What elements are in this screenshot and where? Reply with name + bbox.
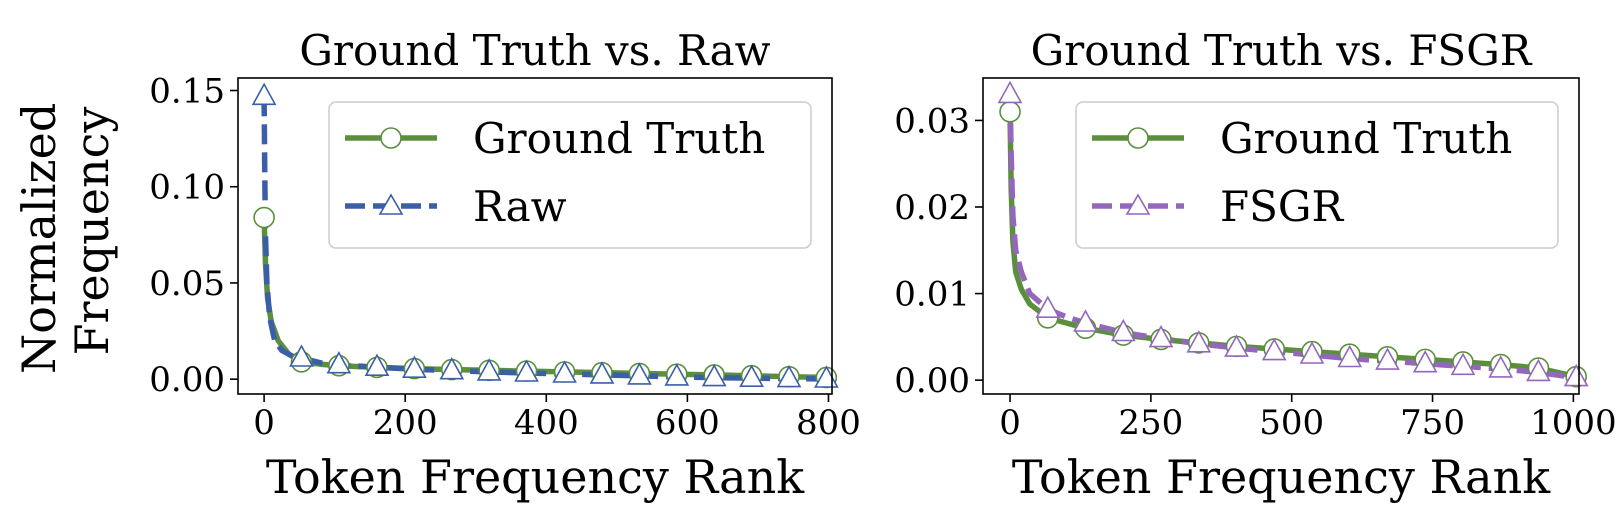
- data-point-ground-truth: [999, 100, 1021, 123]
- legend-label-ground-truth: Ground Truth: [473, 114, 765, 163]
- legend-marker-ground-truth: [380, 127, 402, 149]
- data-point-raw: [326, 351, 352, 374]
- data-point-fsgr: [1450, 352, 1476, 376]
- x-tick-label: 0: [253, 403, 275, 443]
- data-point-fsgr: [1073, 309, 1098, 332]
- series-line-fsgr: [1007, 94, 1577, 381]
- data-point-ground-truth: [253, 206, 275, 229]
- y-axis: 0.00 0.05 0.10 0.15: [149, 72, 238, 400]
- x-tick-label: 750: [1400, 403, 1465, 443]
- plot-frame: [237, 77, 833, 395]
- y-tick-label: 0.03: [894, 101, 970, 141]
- y-tick-label: 0.02: [894, 188, 970, 228]
- data-point-raw: [589, 361, 615, 384]
- data-point-raw: [776, 364, 802, 388]
- figure-ylabel: Normalized Frequency: [12, 88, 119, 374]
- x-tick-label: 0: [999, 403, 1021, 443]
- data-point-raw: [439, 357, 465, 380]
- x-tick-label: 500: [1259, 403, 1324, 443]
- data-point-raw: [627, 362, 652, 385]
- data-point-fsgr: [1035, 295, 1061, 319]
- x-tick-label: 250: [1118, 403, 1183, 443]
- legend-entry-ground-truth: Ground Truth: [345, 114, 765, 163]
- data-point-fsgr: [1488, 355, 1514, 378]
- chart-title: Ground Truth vs. FSGR: [1031, 26, 1533, 75]
- chart-panel-fsgr: Ground Truth vs. FSGR 0 250 500 750 1000 0.0…: [894, 26, 1616, 504]
- data-point-raw: [664, 363, 690, 386]
- legend-marker-fsgr: [1125, 193, 1151, 215]
- data-point-raw: [476, 358, 502, 381]
- data-point-raw: [402, 355, 427, 379]
- data-point-fsgr: [1375, 347, 1400, 370]
- data-point-fsgr: [1186, 330, 1212, 353]
- marker-layer: [997, 80, 1589, 388]
- legend: Ground Truth FSGR: [1075, 101, 1559, 249]
- x-axis: 0 250 500 750 1000: [999, 394, 1617, 443]
- marker-layer: [251, 82, 839, 389]
- legend-label-ground-truth: Ground Truth: [1220, 114, 1512, 163]
- legend-label-raw: Raw: [473, 182, 567, 231]
- legend-entry-ground-truth: Ground Truth: [1092, 114, 1512, 163]
- x-tick-label: 800: [796, 403, 861, 443]
- legend-entry-raw: Raw: [345, 182, 567, 231]
- data-point-fsgr: [1563, 363, 1589, 387]
- y-tick-label: 0.05: [149, 264, 225, 304]
- data-point-raw: [289, 344, 314, 367]
- series-layer: [1007, 94, 1577, 381]
- data-point-raw: [251, 82, 277, 106]
- x-tick-label: 400: [514, 403, 579, 443]
- x-tick-label: 1000: [1530, 403, 1617, 443]
- legend-frame: [1075, 101, 1559, 249]
- data-point-fsgr: [1261, 337, 1287, 361]
- y-tick-label: 0.00: [894, 361, 970, 401]
- data-point-raw: [701, 363, 727, 387]
- legend-label-fsgr: FSGR: [1220, 182, 1344, 231]
- data-point-raw: [739, 364, 764, 388]
- data-point-fsgr: [1337, 344, 1363, 368]
- y-tick-label: 0.15: [149, 72, 225, 112]
- figure-ylabel-line-1: Normalized: [12, 103, 66, 374]
- series-line-ground-truth: [1007, 111, 1577, 380]
- data-point-fsgr: [1412, 350, 1438, 373]
- y-tick-label: 0.10: [149, 168, 225, 208]
- data-point-raw: [514, 359, 539, 382]
- data-point-fsgr: [1110, 318, 1136, 342]
- x-axis: 0 200 400 600 800: [253, 394, 861, 443]
- x-tick-label: 200: [373, 403, 438, 443]
- chart-panel-raw: Ground Truth vs. Raw 0 200 400 600 800 0.000…: [149, 26, 861, 504]
- legend: Ground Truth Raw: [328, 101, 812, 249]
- data-point-fsgr: [1148, 324, 1174, 348]
- data-point-fsgr: [1526, 358, 1551, 382]
- data-point-raw: [364, 353, 390, 377]
- x-axis-label: Token Frequency Rank: [1012, 450, 1551, 504]
- legend-marker-raw: [378, 193, 404, 215]
- legend-marker-ground-truth: [1127, 127, 1149, 149]
- plot-frame: [982, 77, 1580, 395]
- data-point-fsgr: [1299, 341, 1325, 364]
- y-axis: 0.00 0.01 0.02 0.03: [894, 101, 983, 401]
- data-point-fsgr: [1224, 334, 1249, 357]
- chart-title: Ground Truth vs. Raw: [299, 26, 770, 75]
- y-tick-label: 0.01: [894, 275, 970, 315]
- data-point-raw: [552, 360, 577, 383]
- figure-ylabel-line-2: Frequency: [65, 107, 119, 356]
- legend-entry-fsgr: FSGR: [1092, 182, 1344, 231]
- legend-frame: [328, 101, 812, 249]
- x-axis-label: Token Frequency Rank: [266, 450, 805, 504]
- x-tick-label: 600: [655, 403, 720, 443]
- y-tick-label: 0.00: [149, 360, 225, 400]
- data-point-fsgr: [997, 80, 1023, 104]
